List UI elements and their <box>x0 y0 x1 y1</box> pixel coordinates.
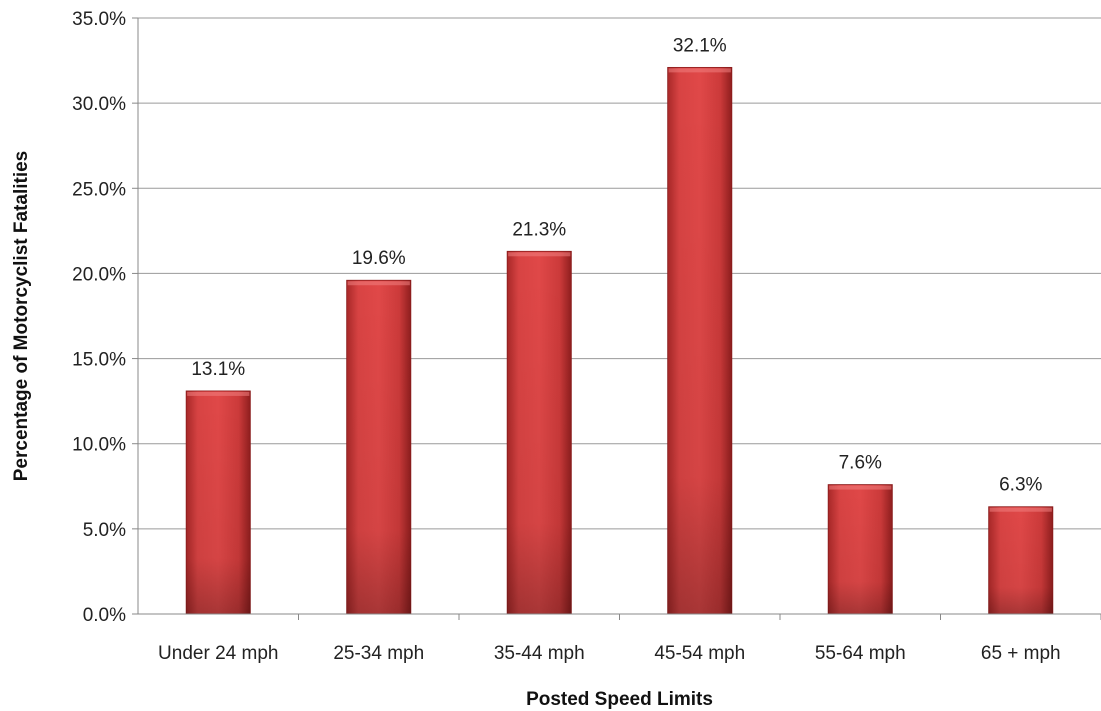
y-axis-title: Percentage of Motorcyclist Fatalities <box>11 151 32 482</box>
bar-shade <box>828 484 893 614</box>
bar <box>346 279 412 615</box>
axes <box>137 18 1101 620</box>
x-tick-label: 65 + mph <box>981 643 1061 664</box>
y-axis-ticks: 0.0% 5.0% 10.0% 15.0% 20.0% 25.0% 30.0% 35.0% <box>72 9 138 626</box>
x-tick-label: Under 24 mph <box>158 643 278 664</box>
bar <box>827 484 893 615</box>
bar-highlight <box>508 252 571 257</box>
y-tick-label: 25.0% <box>72 179 126 200</box>
gridlines <box>138 17 1101 530</box>
data-label: 19.6% <box>352 248 406 269</box>
y-tick-label: 5.0% <box>83 520 126 541</box>
y-tick-label: 10.0% <box>72 435 126 456</box>
data-label: 6.3% <box>999 475 1042 496</box>
bar-shade <box>988 506 1053 614</box>
data-label: 13.1% <box>191 359 245 380</box>
y-tick-label: 35.0% <box>72 9 126 30</box>
bar <box>185 390 251 615</box>
x-axis-title: Posted Speed Limits <box>526 689 713 710</box>
x-tick-label: 55-64 mph <box>815 643 906 664</box>
bar-highlight <box>187 391 250 396</box>
x-axis-tick-labels: Under 24 mph 25-34 mph 35-44 mph 45-54 mph 5… <box>158 643 1061 664</box>
bar-shade <box>667 67 732 614</box>
y-tick-label: 20.0% <box>72 264 126 285</box>
x-tick-label: 35-44 mph <box>494 643 585 664</box>
bar-highlight <box>347 281 410 286</box>
bar-highlight <box>829 485 892 490</box>
y-tick-label: 15.0% <box>72 350 126 371</box>
bar-shade <box>346 280 411 614</box>
bar <box>988 506 1054 615</box>
bar <box>667 66 733 615</box>
y-tick-label: 30.0% <box>72 94 126 115</box>
data-label: 32.1% <box>673 35 727 56</box>
bar-shade <box>507 251 572 614</box>
x-tick-label: 25-34 mph <box>333 643 424 664</box>
data-label: 21.3% <box>512 219 566 240</box>
bar-highlight <box>989 507 1052 512</box>
data-label: 7.6% <box>839 453 882 474</box>
bar <box>506 250 572 615</box>
y-tick-label: 0.0% <box>83 605 126 626</box>
bar-shade <box>186 390 251 614</box>
x-tick-label: 45-54 mph <box>654 643 745 664</box>
bar-highlight <box>668 68 731 73</box>
bars: 13.1% 19.6% 21.3% 32.1% 7.6% 6.3% <box>185 35 1054 615</box>
